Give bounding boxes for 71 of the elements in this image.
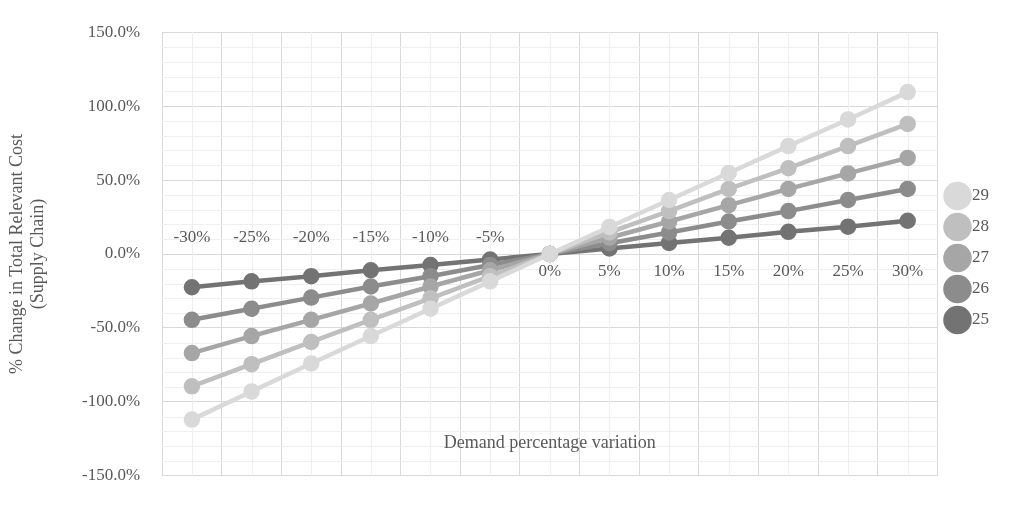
x-tick-label: -30% xyxy=(173,226,211,246)
point xyxy=(899,83,916,101)
point xyxy=(899,212,916,229)
point xyxy=(302,289,320,306)
point xyxy=(720,229,737,246)
point xyxy=(183,279,201,296)
x-axis-title: Demand percentage variation xyxy=(443,431,656,452)
legend-label: 29 xyxy=(972,185,989,205)
point xyxy=(839,218,857,235)
x-tick-label: 15% xyxy=(713,260,745,280)
x-tick-label: -10% xyxy=(412,226,449,246)
y-tick-label: -150.0% xyxy=(81,465,141,485)
point xyxy=(839,111,857,128)
point xyxy=(243,327,260,345)
point xyxy=(720,164,737,182)
point xyxy=(243,300,260,317)
point xyxy=(243,383,260,400)
point xyxy=(302,267,320,285)
point xyxy=(183,378,201,395)
point xyxy=(660,191,678,209)
point xyxy=(839,191,857,209)
x-tick-label: 25% xyxy=(832,260,864,280)
point xyxy=(601,218,618,236)
point xyxy=(481,273,499,290)
point xyxy=(780,159,797,177)
legend-label: 25 xyxy=(972,309,989,329)
point xyxy=(302,333,320,351)
point xyxy=(720,180,737,198)
y-tick-label: -50.0% xyxy=(90,317,141,337)
point xyxy=(183,311,201,329)
x-tick-label: -5% xyxy=(475,226,505,246)
x-tick-label: 30% xyxy=(892,260,924,280)
x-tick-label: 20% xyxy=(772,260,804,280)
point xyxy=(899,180,916,198)
point xyxy=(780,223,797,241)
point xyxy=(302,355,320,372)
x-tick-label: 5% xyxy=(598,260,621,280)
point xyxy=(839,165,857,182)
point xyxy=(720,196,737,214)
point xyxy=(780,137,797,155)
legend-label: 28 xyxy=(972,216,989,236)
x-tick-label: -25% xyxy=(233,226,270,246)
point xyxy=(362,278,380,295)
point xyxy=(362,311,380,329)
point xyxy=(362,295,380,312)
legend-label: 26 xyxy=(972,278,989,298)
point xyxy=(839,137,857,155)
point xyxy=(243,355,260,373)
point xyxy=(899,149,916,167)
legend-label: 27 xyxy=(972,247,990,267)
point xyxy=(302,311,320,329)
point xyxy=(720,213,737,230)
x-tick-label: 0% xyxy=(538,260,562,280)
y-tick-label: 50.0% xyxy=(96,169,141,189)
point xyxy=(780,180,797,198)
point xyxy=(243,273,260,290)
y-tick-label: 0.0% xyxy=(104,243,141,263)
point xyxy=(362,262,380,279)
point xyxy=(183,411,201,428)
point xyxy=(362,327,380,345)
y-tick-label: 100.0% xyxy=(87,95,141,115)
point xyxy=(422,300,439,317)
point xyxy=(899,115,916,133)
x-tick-label: 10% xyxy=(653,260,685,280)
x-tick-label: -15% xyxy=(352,226,390,246)
y-axis-title: % Change in Total Relevant Cost (Supply Chain) xyxy=(6,134,49,374)
x-tick-label: -20% xyxy=(292,226,330,246)
point xyxy=(183,344,201,362)
y-tick-label: -100.0% xyxy=(81,391,141,411)
y-tick-label: 150.0% xyxy=(87,21,141,41)
point xyxy=(780,202,797,220)
